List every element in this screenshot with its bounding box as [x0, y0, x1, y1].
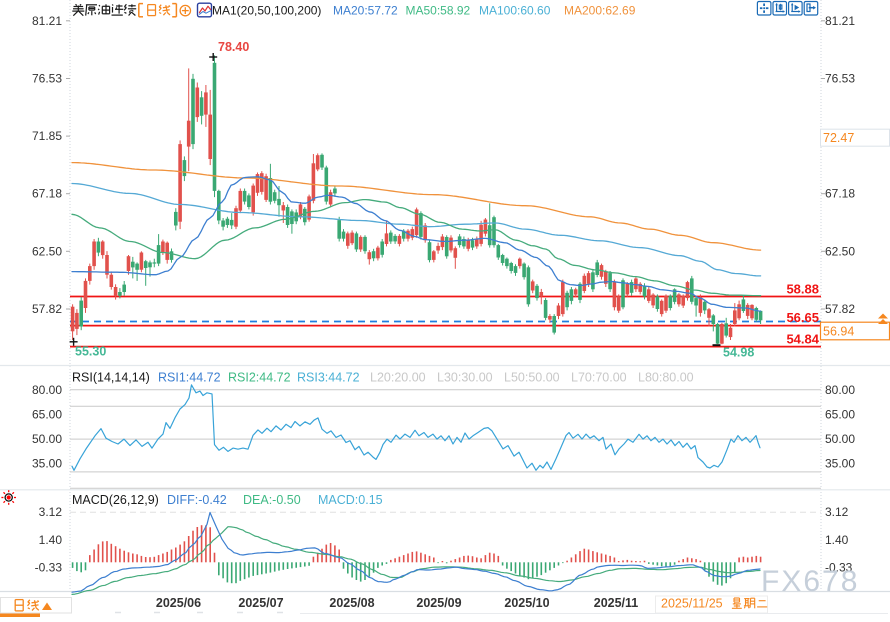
svg-text:-0.33: -0.33	[35, 561, 63, 575]
svg-text:50.00: 50.00	[32, 432, 62, 446]
svg-text:65.00: 65.00	[825, 407, 855, 421]
svg-text:L70:70.00: L70:70.00	[571, 371, 627, 385]
svg-text:2025/07: 2025/07	[238, 596, 283, 610]
svg-text:78.40: 78.40	[218, 40, 249, 54]
svg-text:1.40: 1.40	[39, 533, 63, 547]
svg-text:56.94: 56.94	[823, 325, 854, 339]
svg-text:76.53: 76.53	[32, 72, 62, 86]
svg-text:MA100:60.60: MA100:60.60	[479, 4, 551, 18]
svg-text:3.12: 3.12	[825, 505, 849, 519]
svg-text:54.84: 54.84	[786, 332, 819, 347]
svg-text:2025/11: 2025/11	[594, 596, 639, 610]
svg-text:2025/11/25: 2025/11/25	[661, 597, 723, 611]
svg-text:2025/09: 2025/09	[416, 596, 461, 610]
svg-text:80.00: 80.00	[32, 383, 62, 397]
svg-text:RSI2:44.72: RSI2:44.72	[228, 371, 291, 385]
svg-text:2025/10: 2025/10	[504, 596, 549, 610]
svg-text:81.21: 81.21	[32, 14, 62, 28]
svg-text:55.30: 55.30	[75, 345, 106, 359]
svg-text:L30:30.00: L30:30.00	[437, 371, 493, 385]
svg-text:L50:50.00: L50:50.00	[504, 371, 560, 385]
svg-text:MA1(20,50,100,200): MA1(20,50,100,200)	[212, 4, 321, 18]
svg-text:67.18: 67.18	[32, 187, 62, 201]
svg-text:72.47: 72.47	[823, 131, 854, 145]
svg-text:71.85: 71.85	[32, 129, 62, 143]
svg-text:56.65: 56.65	[786, 310, 819, 325]
svg-text:1.40: 1.40	[825, 533, 849, 547]
svg-text:65.00: 65.00	[32, 407, 62, 421]
svg-text:RSI(14,14,14): RSI(14,14,14)	[72, 371, 150, 385]
svg-text:3.12: 3.12	[39, 505, 63, 519]
svg-text:57.82: 57.82	[825, 302, 855, 316]
svg-text:35.00: 35.00	[32, 457, 62, 471]
svg-text:MA200:62.69: MA200:62.69	[564, 4, 636, 18]
svg-text:MA20:57.72: MA20:57.72	[333, 4, 398, 18]
svg-text:2025/08: 2025/08	[329, 596, 374, 610]
svg-text:76.53: 76.53	[825, 72, 855, 86]
svg-text:62.50: 62.50	[32, 244, 62, 258]
svg-text:RSI3:44.72: RSI3:44.72	[297, 371, 360, 385]
svg-text:62.50: 62.50	[825, 244, 855, 258]
svg-text:DEA:-0.50: DEA:-0.50	[243, 493, 301, 507]
svg-text:DIFF:-0.42: DIFF:-0.42	[167, 493, 227, 507]
svg-text:57.82: 57.82	[32, 302, 62, 316]
svg-text:RSI1:44.72: RSI1:44.72	[158, 371, 221, 385]
svg-text:54.98: 54.98	[723, 346, 754, 360]
svg-text:L80:80.00: L80:80.00	[638, 371, 694, 385]
svg-text:MACD:0.15: MACD:0.15	[318, 493, 383, 507]
svg-text:-0.33: -0.33	[825, 561, 853, 575]
svg-text:67.18: 67.18	[825, 187, 855, 201]
svg-text:MACD(26,12,9): MACD(26,12,9)	[72, 493, 159, 507]
svg-text:2025/06: 2025/06	[156, 596, 201, 610]
svg-text:81.21: 81.21	[825, 14, 855, 28]
svg-text:50.00: 50.00	[825, 432, 855, 446]
svg-text:80.00: 80.00	[825, 383, 855, 397]
svg-text:58.88: 58.88	[786, 282, 819, 297]
svg-text:35.00: 35.00	[825, 457, 855, 471]
svg-text:MA50:58.92: MA50:58.92	[406, 4, 471, 18]
svg-text:L20:20.00: L20:20.00	[370, 371, 426, 385]
svg-text:FX678: FX678	[761, 565, 859, 598]
